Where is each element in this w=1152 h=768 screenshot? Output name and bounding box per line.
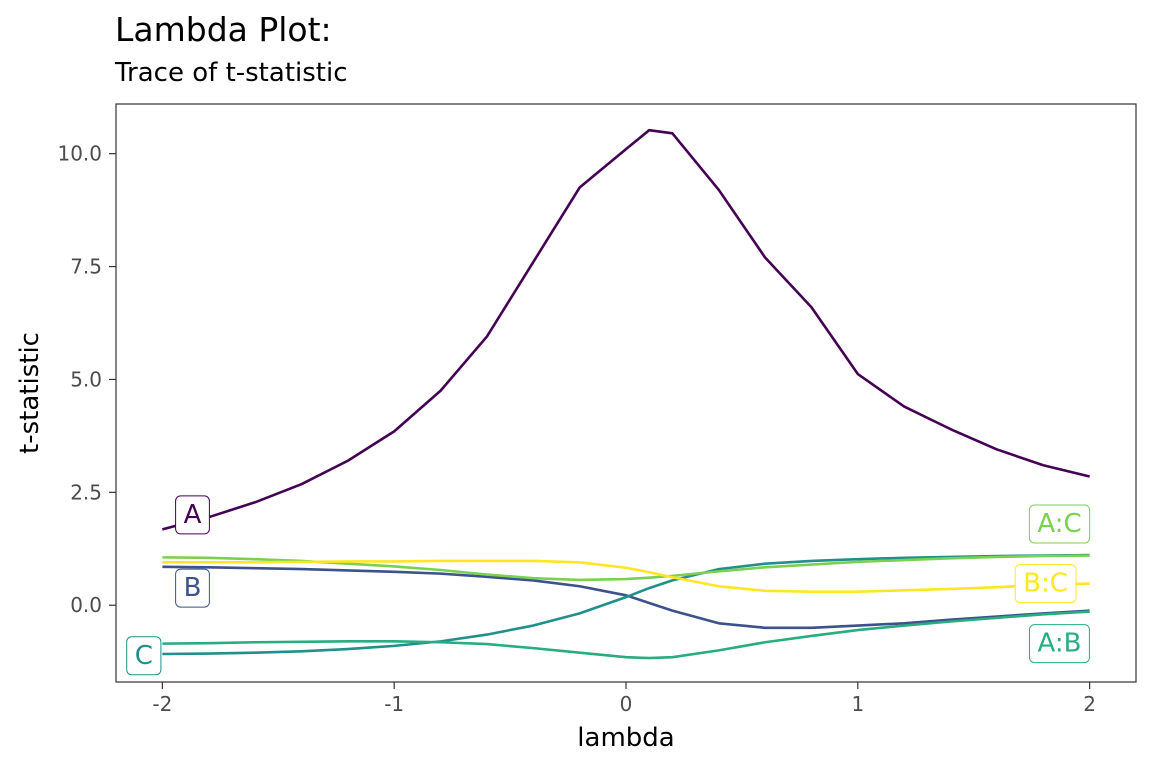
plot-labels: A B C A:C B:C A:B xyxy=(126,495,1091,676)
y-tick-label: 5.0 xyxy=(70,367,102,391)
x-tick-label: -2 xyxy=(152,692,172,716)
series-line-b-c xyxy=(162,559,1090,593)
y-axis-title: t-statistic xyxy=(15,332,45,454)
x-axis: -2 -1 0 1 2 xyxy=(152,682,1096,716)
chart-title: Lambda Plot: xyxy=(115,10,332,49)
series-label-c: C xyxy=(126,636,162,676)
x-tick-label: 2 xyxy=(1083,692,1096,716)
series-line-c xyxy=(162,553,1090,656)
y-tick-label: 2.5 xyxy=(70,480,102,504)
series-label-box xyxy=(1014,564,1077,604)
y-tick-label: 7.5 xyxy=(70,255,102,279)
series-label-text: B:C xyxy=(1023,569,1068,599)
series-label-a-c: A:C xyxy=(1028,504,1091,544)
series-label-a: A xyxy=(175,495,210,535)
y-axis: 0.0 2.5 5.0 7.5 10.0 xyxy=(57,142,116,617)
series-label-box xyxy=(1028,504,1091,544)
series-label-text: A:C xyxy=(1037,509,1081,539)
series-label-box xyxy=(126,636,162,676)
x-tick-label: 0 xyxy=(620,692,633,716)
series-label-box xyxy=(1029,624,1090,664)
series-label-box xyxy=(175,568,210,608)
series-label-box xyxy=(175,495,210,535)
series-label-b: B xyxy=(175,568,210,608)
x-tick-label: -1 xyxy=(384,692,404,716)
series-line-a xyxy=(162,128,1090,531)
series-line-b xyxy=(162,565,1090,630)
series-label-b-c: B:C xyxy=(1014,564,1077,604)
series-label-text: B xyxy=(184,573,202,603)
series-line-a-b xyxy=(162,610,1090,660)
y-tick-label: 0.0 xyxy=(70,593,102,617)
series-label-a-b: A:B xyxy=(1029,624,1090,664)
x-axis-title: lambda xyxy=(577,723,674,753)
series-label-text: A xyxy=(184,500,202,530)
y-tick-label: 10.0 xyxy=(57,142,102,166)
chart-subtitle: Trace of t-statistic xyxy=(114,58,348,88)
series-label-text: C xyxy=(135,641,153,671)
x-tick-label: 1 xyxy=(851,692,864,716)
plot-lines xyxy=(162,128,1090,660)
series-label-text: A:B xyxy=(1038,629,1082,659)
